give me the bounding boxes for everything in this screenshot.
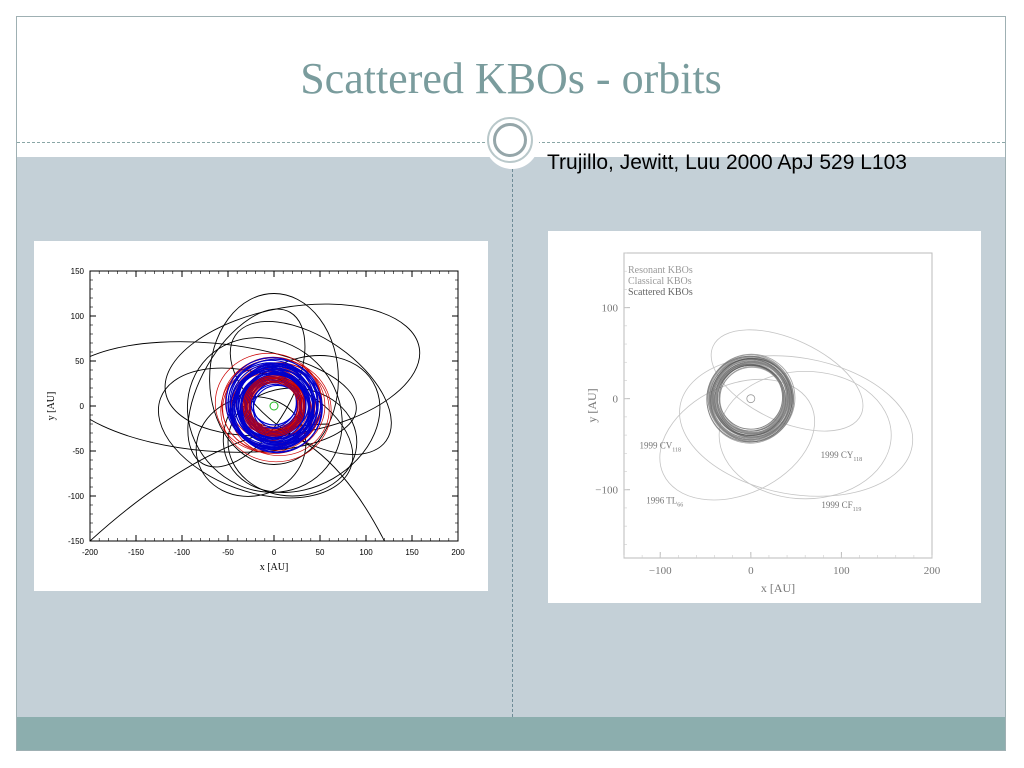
resonant-inner-orbit-1: [248, 380, 300, 432]
kbo-ring-orbit-29: [707, 353, 796, 443]
object-label: 1999 CY118: [821, 450, 863, 463]
legend-entry: Classical KBOs: [628, 276, 692, 287]
x-tick-label: -50: [222, 548, 234, 557]
object-label-subscript: 66: [677, 502, 683, 508]
resonant-inner-orbit-4: [244, 376, 304, 436]
sun-marker-icon: [746, 394, 756, 404]
scattered-orbit-6: [229, 321, 392, 455]
x-axis-label: x [AU]: [761, 581, 795, 595]
y-tick-label: 100: [71, 312, 85, 321]
x-tick-label: -100: [174, 548, 191, 557]
sun-marker-icon: [269, 401, 279, 411]
scattered-orbit-7: [187, 308, 306, 468]
object-label-subscript: 119: [853, 507, 862, 513]
scattered-orbit-0: [679, 355, 914, 497]
y-tick-label: −100: [595, 485, 618, 497]
y-tick-label: 150: [71, 267, 85, 276]
y-axis-label: y [AU]: [46, 392, 57, 421]
classical-orbit-34: [227, 359, 315, 446]
x-tick-label: 100: [833, 565, 850, 577]
y-tick-label: 0: [80, 402, 85, 411]
right-orbit-chart: −100 0 100 200 −100 0 100 x [AU] y [AU] Resonant …: [585, 252, 941, 595]
slide-frame: Scattered KBOs - orbits Trujillo, Jewitt…: [16, 16, 1006, 751]
kbo-ring-orbit-28: [706, 356, 794, 444]
resonant-inner-orbit-3: [245, 378, 303, 434]
legend-entry: Resonant KBOs: [628, 265, 693, 276]
left-chart-panel: -200 -150 -100 -50 0 50 100 150 200 -150 -100 -50 0 5…: [34, 241, 488, 591]
x-tick-label: 150: [405, 548, 419, 557]
scattered-orbit-3: [710, 329, 864, 432]
resonant-inner-orbit-2: [246, 379, 302, 433]
left-orbit-chart: -200 -150 -100 -50 0 50 100 150 200 -150 -100 -50 0 5…: [46, 267, 465, 573]
x-tick-label: 0: [272, 548, 277, 557]
plot-area: [90, 293, 421, 541]
plot-area: [659, 329, 914, 501]
object-label-name: 1999 CY: [821, 450, 854, 460]
plot-frame: [89, 270, 459, 542]
y-tick-label: -100: [68, 492, 85, 501]
citation-text: Trujillo, Jewitt, Luu 2000 ApJ 529 L103: [547, 151, 907, 174]
y-tick-label: 50: [75, 357, 84, 366]
plot-frame: [623, 252, 933, 559]
object-label-name: 1999 CV: [639, 441, 672, 451]
x-tick-label: 200: [924, 565, 941, 577]
y-tick-label: 0: [613, 394, 619, 406]
divider-circle-icon: [493, 123, 527, 157]
classical-orbit-39: [225, 357, 319, 449]
object-label-subscript: 118: [672, 448, 681, 454]
object-label: 1996 TL66: [646, 495, 683, 508]
y-tick-label: -150: [68, 537, 85, 546]
divider-circle-ring: [487, 117, 533, 163]
object-label-name: 1999 CF: [821, 500, 852, 510]
object-label: 1999 CF119: [821, 500, 861, 513]
scattered-orbit-1: [659, 378, 816, 501]
resonant-inner-orbit-5: [242, 375, 306, 437]
right-chart-panel: −100 0 100 200 −100 0 100 x [AU] y [AU] Resonant …: [548, 231, 981, 603]
slide-title: Scattered KBOs - orbits: [300, 54, 722, 103]
object-label-name: 1996 TL: [646, 495, 677, 505]
x-tick-label: 50: [316, 548, 325, 557]
classical-orbit-37: [232, 363, 323, 453]
x-tick-label: −100: [649, 565, 672, 577]
object-label: 1999 CV118: [639, 441, 681, 454]
resonant-inner-orbit-0: [249, 382, 299, 430]
x-axis-label: x [AU]: [260, 562, 289, 573]
y-tick-label: 100: [602, 303, 619, 315]
object-label-subscript: 118: [853, 457, 862, 463]
footer-bar: [17, 717, 1005, 750]
x-tick-label: 100: [359, 548, 373, 557]
column-divider: [512, 169, 513, 717]
y-axis-label: y [AU]: [585, 388, 599, 422]
scattered-orbit-0: [90, 341, 357, 453]
x-tick-label: -200: [82, 548, 99, 557]
kbo-ring-orbit-22: [708, 356, 791, 439]
legend-entry: Scattered KBOs: [628, 287, 693, 298]
y-tick-label: -50: [72, 447, 84, 456]
x-tick-label: -150: [128, 548, 145, 557]
scattered-orbit-3: [209, 293, 339, 465]
scattered-orbit-2: [718, 370, 892, 500]
x-tick-label: 200: [451, 548, 465, 557]
x-tick-label: 0: [748, 565, 754, 577]
